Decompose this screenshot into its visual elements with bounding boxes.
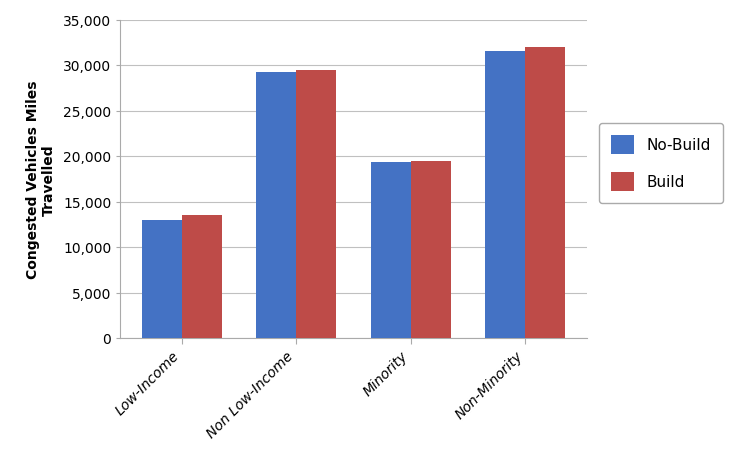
Bar [296,70,336,338]
Legend: No-Build, Build: No-Build, Build [599,124,723,203]
Bar [485,52,526,338]
Bar [141,220,181,338]
Bar [411,162,450,338]
Bar [181,216,222,338]
Bar [526,48,566,338]
Bar [256,73,296,338]
Bar [371,163,411,338]
Y-axis label: Congested Vehicles Miles
Travelled: Congested Vehicles Miles Travelled [26,80,56,278]
